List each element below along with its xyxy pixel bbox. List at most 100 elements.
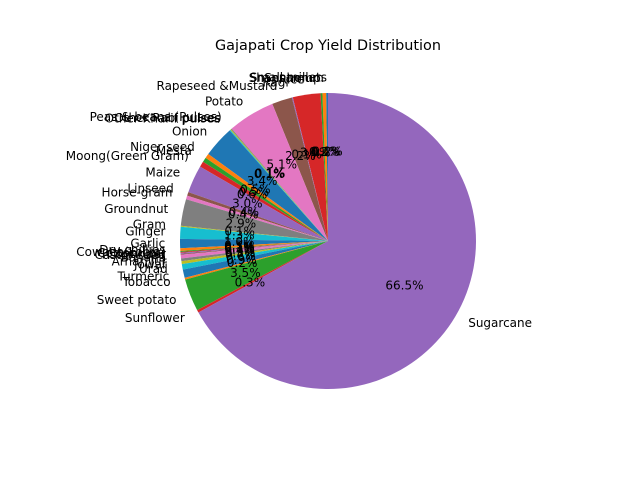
pie-slice-linseed bbox=[187, 192, 328, 241]
pie-category-label: Mesta bbox=[156, 144, 192, 158]
pie-slice-jowar bbox=[181, 241, 328, 265]
pie-category-label: Coriander bbox=[107, 247, 166, 261]
pie-slice-urad bbox=[181, 241, 328, 270]
pie-slice-niger-seed bbox=[205, 154, 328, 241]
pie-percent-label: 0.4% bbox=[224, 243, 255, 257]
pie-slice-castor-seed bbox=[180, 241, 328, 255]
pie-percent-label: 0.3% bbox=[235, 276, 266, 290]
chart-title: Gajapati Crop Yield Distribution bbox=[215, 38, 441, 54]
pie-slice-cowpea-lobia bbox=[180, 241, 328, 252]
pie-percent-labels: 0.2%0.4%0.2%3.0%0.1%2.2%5.1%0.1%0.1%0.1%… bbox=[224, 145, 424, 293]
pie-percent-label: 1.3% bbox=[224, 229, 255, 243]
pie-percent-label: 0.1% bbox=[255, 166, 286, 180]
pie-category-label: Maize bbox=[145, 165, 180, 179]
pie-percent-label: 3.0% bbox=[300, 146, 331, 160]
pie-category-label: Sesamum bbox=[264, 71, 324, 85]
pie-slice-tobacco bbox=[184, 241, 328, 280]
pie-slice-rapeseed-mustard bbox=[272, 97, 328, 241]
pie-category-label: Ginger bbox=[125, 224, 165, 238]
pie-slice-coriander bbox=[180, 241, 328, 254]
pie-percent-label: 2.2% bbox=[285, 149, 316, 163]
pie-slice-potato bbox=[231, 103, 328, 241]
pie-slice-garlic bbox=[179, 238, 328, 249]
pie-slice-cotton-lint bbox=[180, 241, 328, 253]
pie-category-label: Rice bbox=[279, 72, 305, 86]
pie-category-label: Small millets bbox=[250, 71, 327, 85]
pie-slice-other-kharif-pulses bbox=[229, 129, 328, 241]
pie-percent-label: 0.1% bbox=[291, 147, 322, 161]
pie-slice-sunflower bbox=[197, 241, 328, 313]
pie-slice-sweet-potato bbox=[185, 241, 328, 311]
pie-percent-label: 1.0% bbox=[224, 235, 255, 249]
pie-percent-label: 0.9% bbox=[226, 253, 257, 267]
pie-percent-label: 2.9% bbox=[226, 216, 257, 230]
pie-percent-label: 0.1% bbox=[224, 225, 255, 239]
pie-slice-horse-gram bbox=[186, 195, 328, 241]
pie-category-label: Peas & beans (Pulses) bbox=[90, 110, 222, 124]
pie-category-label: Rapeseed &Mustard bbox=[157, 79, 278, 93]
pie-slice-peas-beans-pulses bbox=[230, 128, 328, 241]
pie-slice-maize bbox=[188, 166, 328, 241]
pie-category-label: Horse-gram bbox=[102, 186, 173, 200]
pie-percent-label: 0.3% bbox=[224, 239, 255, 253]
pie-category-label: Banana bbox=[121, 251, 167, 265]
pie-category-label: Castor seed bbox=[94, 248, 165, 262]
pie-percent-label: 3.0% bbox=[232, 196, 263, 210]
pie-percent-label: 0.1% bbox=[224, 242, 255, 256]
pie-category-label: Groundnut bbox=[104, 202, 168, 216]
pie-category-label: Urad bbox=[139, 262, 168, 276]
pie-slice-sesamum bbox=[322, 93, 328, 241]
pie-category-label: Other Kharif pulses bbox=[105, 112, 220, 126]
pie-percent-label: 0.3% bbox=[225, 247, 256, 261]
pie-percent-label: 0.4% bbox=[228, 207, 259, 221]
pie-percent-label: 0.2% bbox=[312, 145, 343, 159]
pie-slice-groundnut bbox=[180, 199, 328, 241]
pie-slice-gram bbox=[180, 225, 328, 241]
pie-percent-label: 0.1% bbox=[254, 167, 285, 181]
pie-percent-label: 0.4% bbox=[229, 205, 260, 219]
pie-percent-label: 0.6% bbox=[225, 249, 256, 263]
pie-slice-small-millets bbox=[326, 92, 328, 241]
pie-percent-label: 0.2% bbox=[309, 145, 340, 159]
pie-category-label: Tobacco bbox=[121, 275, 170, 289]
pie-slice-shannhemp bbox=[320, 93, 328, 241]
pie-category-label: Cotton(lint) bbox=[97, 246, 165, 260]
pie-percent-label: 0.1% bbox=[224, 240, 255, 254]
pie-percent-label: 5.1% bbox=[267, 158, 298, 172]
pie-category-label: Garlic bbox=[130, 236, 165, 250]
pie-slice-dry-chillies bbox=[180, 241, 328, 252]
pie-percent-label: 0.2% bbox=[227, 256, 258, 270]
pie-category-label: Arhar/Tur bbox=[112, 254, 167, 268]
pie-category-label: Potato bbox=[205, 94, 243, 108]
pie-percent-label: 3.5% bbox=[230, 266, 261, 280]
pie-category-label: Cowpea(Lobia) bbox=[76, 245, 165, 259]
pie-percent-label: 66.5% bbox=[385, 279, 423, 293]
pie-category-label: Other Rabi pulses bbox=[114, 111, 221, 125]
pie-slice-arhar-tur bbox=[181, 241, 328, 262]
pie-slice-ginger bbox=[180, 226, 328, 241]
pie-category-label: Sugarcane bbox=[468, 316, 532, 330]
pie-percent-label: 0.3% bbox=[225, 245, 256, 259]
pie-wedges bbox=[179, 92, 477, 389]
pie-category-label: Niger seed bbox=[130, 140, 195, 154]
pie-percent-label: 0.4% bbox=[311, 145, 342, 159]
pie-category-label: Shannhemp bbox=[249, 71, 321, 85]
pie-slice-ragi bbox=[291, 97, 328, 241]
pie-slice-banana bbox=[180, 241, 328, 259]
pie-category-label: Sweet potato bbox=[97, 293, 177, 307]
pie-category-label: Moong(Green Gram) bbox=[66, 149, 189, 163]
pie-category-label: Sunflower bbox=[125, 311, 185, 325]
pie-percent-label: 0.5% bbox=[240, 182, 271, 196]
pie-category-label: Gram bbox=[133, 217, 166, 231]
pie-percent-label: 0.5% bbox=[239, 185, 270, 199]
pie-slice-sugarcane bbox=[198, 93, 477, 389]
pie-category-label: Linseed bbox=[127, 182, 173, 196]
pie-percent-label: 0.1% bbox=[224, 241, 255, 255]
pie-category-label: Onion bbox=[172, 124, 207, 138]
pie-category-label: Jowar bbox=[133, 257, 167, 271]
pie-percent-label: 0.1% bbox=[224, 240, 255, 254]
pie-percent-label: 0.1% bbox=[254, 167, 285, 181]
pie-category-label: Turmeric bbox=[116, 270, 169, 284]
